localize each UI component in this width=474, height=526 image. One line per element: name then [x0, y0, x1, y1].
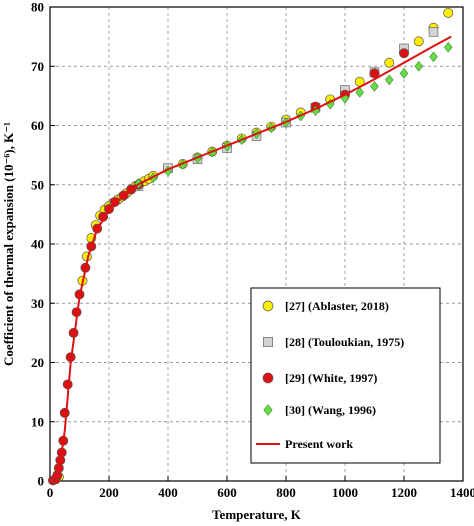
data-point	[370, 81, 379, 92]
x-axis-title: Temperature, K	[212, 507, 302, 522]
x-tick-label: 1400	[450, 485, 474, 500]
y-tick-label: 20	[31, 355, 44, 370]
data-point	[444, 41, 453, 53]
y-tick-label: 70	[31, 59, 44, 74]
data-point	[384, 57, 395, 68]
legend-marker	[262, 300, 274, 312]
legend-label: [29] (White, 1997)	[285, 371, 377, 385]
y-tick-label: 10	[31, 414, 44, 429]
data-point	[399, 48, 409, 59]
legend: [27] (Ablaster, 2018) [28] (Touloukian, 1…	[250, 287, 441, 464]
data-point	[414, 60, 423, 72]
legend-label: [30] (Wang, 1996)	[285, 403, 376, 417]
data-point	[443, 7, 454, 18]
legend-label: [27] (Ablaster, 2018)	[285, 299, 389, 313]
series	[48, 7, 454, 486]
legend-marker	[262, 372, 274, 384]
series-3	[134, 41, 453, 189]
y-tick-label: 30	[31, 296, 44, 311]
legend-label: [28] (Touloukian, 1975)	[285, 335, 404, 349]
data-point	[385, 74, 394, 86]
data-point	[428, 27, 439, 37]
y-tick-label: 80	[31, 0, 44, 15]
legend-marker	[263, 337, 273, 347]
data-point	[369, 68, 380, 79]
x-tick-label: 1200	[391, 485, 417, 500]
x-tick-label: 600	[217, 485, 237, 500]
data-point	[59, 407, 70, 418]
x-tick-label: 0	[47, 485, 54, 500]
legend-marker	[263, 404, 273, 416]
series-4	[52, 35, 452, 482]
present-work-line	[52, 35, 452, 482]
data-point	[109, 196, 120, 207]
legend-box	[250, 287, 441, 464]
data-point	[399, 68, 409, 79]
x-tick-label: 1000	[332, 485, 358, 500]
data-point	[104, 204, 114, 214]
y-axis-title: Coefficient of thermal expansion (10⁻⁶),…	[1, 122, 16, 366]
x-tick-label: 800	[276, 485, 296, 500]
data-point	[413, 36, 424, 47]
legend-label: Present work	[285, 437, 353, 451]
y-tick-label: 0	[38, 474, 45, 489]
y-tick-label: 60	[31, 118, 44, 133]
y-tick-label: 40	[31, 237, 44, 252]
x-tick-label: 400	[158, 485, 178, 500]
y-tick-label: 50	[31, 177, 44, 192]
data-point	[355, 87, 364, 98]
x-tick-label: 200	[99, 485, 119, 500]
data-point	[429, 51, 438, 63]
